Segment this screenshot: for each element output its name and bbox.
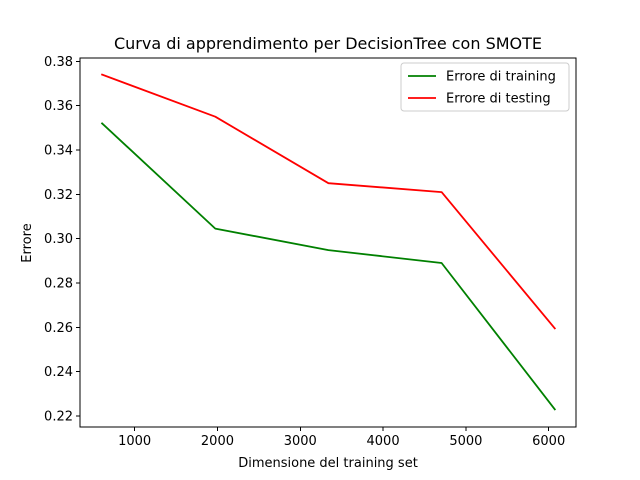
y-axis-label: Errore — [20, 223, 35, 262]
y-tick-label: 0.36 — [44, 99, 73, 114]
x-axis: 1000 2000 3000 4000 5000 6000 — [118, 427, 565, 449]
series-line-testing — [100, 73, 557, 330]
y-tick-label: 0.34 — [44, 143, 73, 158]
y-tick-label: 0.30 — [44, 232, 73, 247]
series-layer — [100, 73, 557, 411]
chart-title: Curva di apprendimento per DecisionTree … — [114, 34, 542, 53]
x-tick-label: 3000 — [284, 434, 317, 449]
x-tick-label: 1000 — [118, 434, 151, 449]
y-axis: 0.22 0.24 0.26 0.28 0.30 0.32 0.34 0.36 0.38 — [44, 55, 80, 424]
legend-box — [400, 62, 570, 112]
y-tick-label: 0.28 — [44, 276, 73, 291]
x-tick-label: 5000 — [449, 434, 482, 449]
y-tick-label: 0.26 — [44, 321, 73, 336]
x-tick-label: 2000 — [201, 434, 234, 449]
axes-frame — [79, 57, 577, 428]
y-tick-label: 0.32 — [44, 188, 73, 203]
legend-label: Errore di training — [446, 70, 556, 85]
x-axis-label: Dimensione del training set — [238, 456, 418, 471]
plot-area — [79, 57, 577, 428]
y-tick-label: 0.24 — [44, 365, 73, 380]
legend-items: Errore di training Errore di testing — [408, 70, 556, 107]
series-line-training — [100, 122, 557, 411]
x-tick-label: 4000 — [367, 434, 400, 449]
legend: Errore di training Errore di testing — [400, 62, 570, 112]
y-tick-label: 0.22 — [44, 409, 73, 424]
y-tick-label: 0.38 — [44, 55, 73, 70]
x-tick-label: 6000 — [532, 434, 565, 449]
legend-label: Errore di testing — [446, 92, 551, 107]
